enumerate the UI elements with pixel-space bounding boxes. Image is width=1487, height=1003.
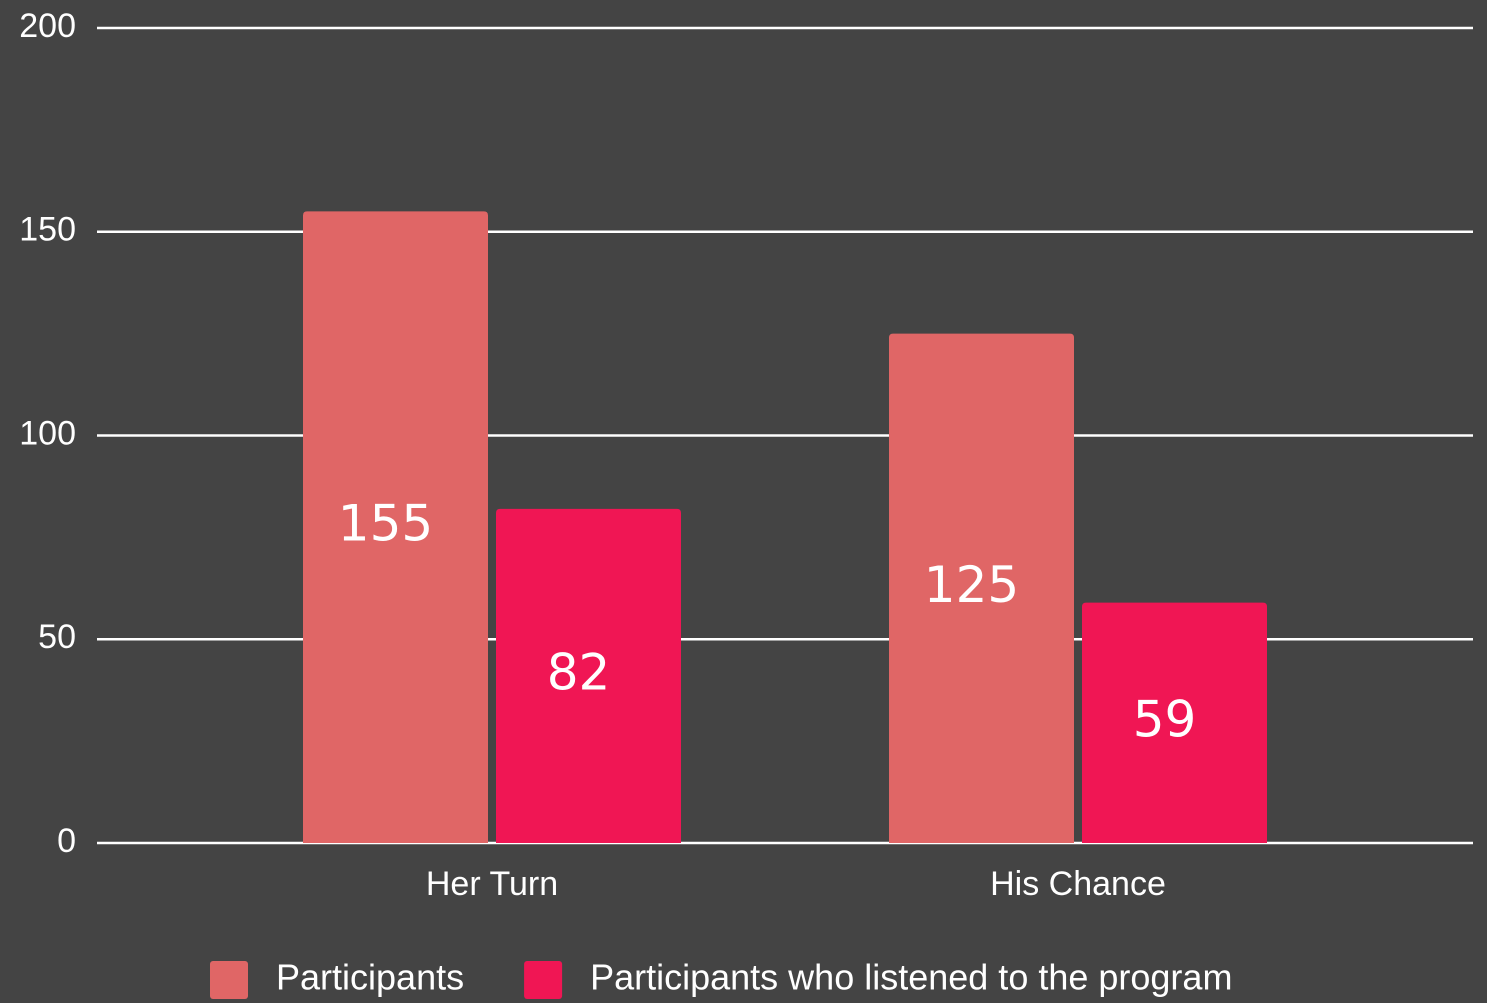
data-label: 59 <box>1133 690 1197 748</box>
x-tick-label: Her Turn <box>426 865 558 903</box>
data-label: 82 <box>547 643 611 701</box>
bar <box>1082 602 1267 843</box>
legend-swatch <box>210 961 248 999</box>
y-tick-label: 0 <box>57 822 76 860</box>
legend-swatch <box>524 961 563 999</box>
data-label: 155 <box>338 495 433 553</box>
legend-label: Participants <box>276 957 464 998</box>
bar <box>889 333 1074 843</box>
data-label: 125 <box>924 556 1019 614</box>
legend-label: Participants who listened to the program <box>590 957 1232 998</box>
y-tick-label: 50 <box>38 618 76 656</box>
y-tick-label: 100 <box>19 414 76 452</box>
bar <box>303 211 488 843</box>
x-tick-label: His Chance <box>990 865 1166 903</box>
bar <box>496 508 681 843</box>
y-tick-label: 150 <box>19 211 76 249</box>
y-tick-label: 200 <box>19 7 76 45</box>
